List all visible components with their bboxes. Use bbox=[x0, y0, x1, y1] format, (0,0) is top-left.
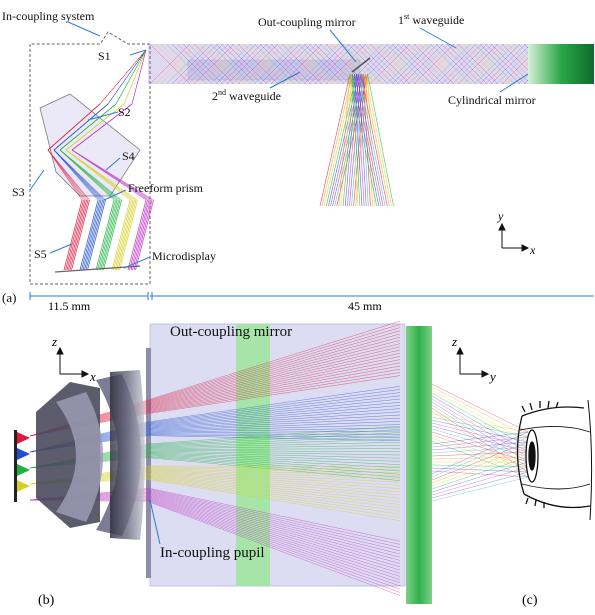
label-s1: S1 bbox=[98, 49, 111, 63]
axis-c-y: y bbox=[488, 369, 496, 384]
label-freeform-prism: Freeform prism bbox=[128, 181, 204, 195]
eye-ray bbox=[432, 414, 528, 432]
label-b-out-coupling-mirror: Out-coupling mirror bbox=[170, 324, 292, 340]
output-ray-fan bbox=[320, 74, 394, 206]
eye-ray bbox=[432, 477, 528, 501]
axis-b-z: z bbox=[51, 334, 57, 349]
cylindrical-mirror bbox=[528, 44, 594, 84]
label-s2: S2 bbox=[118, 105, 131, 119]
eye-ray bbox=[432, 472, 528, 498]
axis-b-x: x bbox=[89, 369, 96, 384]
dimension-in-coupling-width: 11.5 mm bbox=[48, 299, 91, 313]
label-cylindrical-mirror: Cylindrical mirror bbox=[448, 93, 536, 107]
label-second-waveguide: 2nd waveguide bbox=[212, 88, 281, 103]
axis-c-z: z bbox=[451, 334, 457, 349]
eye-ray bbox=[432, 462, 528, 492]
panel-c: (c) z y bbox=[406, 326, 592, 608]
axes-c bbox=[457, 348, 488, 377]
label-in-coupling-pupil: In-coupling pupil bbox=[160, 545, 265, 561]
prism-ray bbox=[116, 50, 146, 104]
label-out-coupling-mirror: Out-coupling mirror bbox=[258, 15, 356, 29]
panel-b-label: (b) bbox=[38, 593, 55, 608]
axes-a bbox=[499, 224, 528, 251]
eye-illustration bbox=[517, 400, 591, 520]
panel-b: Out-coupling mirror In-coupling pupil (b… bbox=[14, 321, 405, 608]
eye-ray bbox=[432, 447, 528, 483]
leader-s3 bbox=[30, 170, 44, 190]
in-coupling-pupil-plate bbox=[146, 348, 151, 578]
output-ray bbox=[339, 74, 350, 206]
projection-lens-assembly bbox=[36, 370, 145, 540]
prism-ray bbox=[108, 50, 146, 104]
label-s4: S4 bbox=[122, 149, 135, 163]
axis-a-x: x bbox=[529, 243, 536, 257]
panel-a-label: (a) bbox=[2, 290, 16, 305]
panel-c-waveguide-cross-section bbox=[406, 326, 432, 604]
dimension-waveguide-length: 45 mm bbox=[348, 299, 382, 313]
label-s3: S3 bbox=[12, 185, 25, 199]
leader-in-coupling bbox=[68, 22, 100, 36]
microdisplay-pixels bbox=[14, 430, 30, 502]
label-first-waveguide: 1st waveguide bbox=[398, 12, 464, 27]
label-s5: S5 bbox=[34, 247, 47, 261]
output-ray bbox=[341, 74, 352, 206]
axis-a-y: y bbox=[497, 209, 504, 223]
panel-a: In-coupling system S1 S2 S4 S3 Freeform … bbox=[2, 9, 594, 313]
eye-ray bbox=[432, 384, 528, 432]
dimension-lines bbox=[30, 292, 594, 300]
panel-c-label: (c) bbox=[522, 593, 538, 608]
panel-c-ray-bundles bbox=[432, 384, 528, 501]
eye-ray bbox=[432, 442, 528, 480]
label-in-coupling-system: In-coupling system bbox=[2, 9, 95, 23]
axes-b bbox=[57, 348, 88, 377]
label-microdisplay: Microdisplay bbox=[152, 249, 216, 263]
